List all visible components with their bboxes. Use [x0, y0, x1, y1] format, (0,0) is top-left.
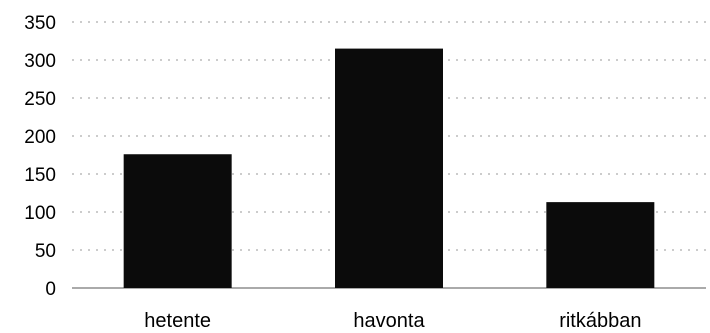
bar-hetente — [123, 154, 232, 288]
x-tick-label-havonta: havonta — [353, 310, 425, 332]
bar-havonta — [335, 48, 443, 288]
y-tick-label-250: 250 — [24, 89, 56, 110]
x-axis-category-labels: hetente havonta ritkábban — [144, 310, 641, 332]
y-tick-label-200: 200 — [24, 127, 56, 148]
y-tick-label-50: 50 — [35, 241, 56, 262]
y-tick-label-100: 100 — [24, 203, 56, 224]
y-tick-label-350: 350 — [24, 13, 56, 34]
y-tick-label-150: 150 — [24, 165, 56, 186]
y-tick-label-300: 300 — [24, 51, 56, 72]
bar-ritkábban — [546, 202, 655, 288]
y-axis-tick-labels: 0 50 100 150 200 250 300 350 — [24, 13, 56, 300]
y-tick-label-0: 0 — [45, 279, 56, 300]
bars — [123, 48, 655, 288]
x-tick-label-hetente: hetente — [144, 310, 211, 332]
x-tick-label-ritkábban: ritkábban — [559, 310, 641, 332]
